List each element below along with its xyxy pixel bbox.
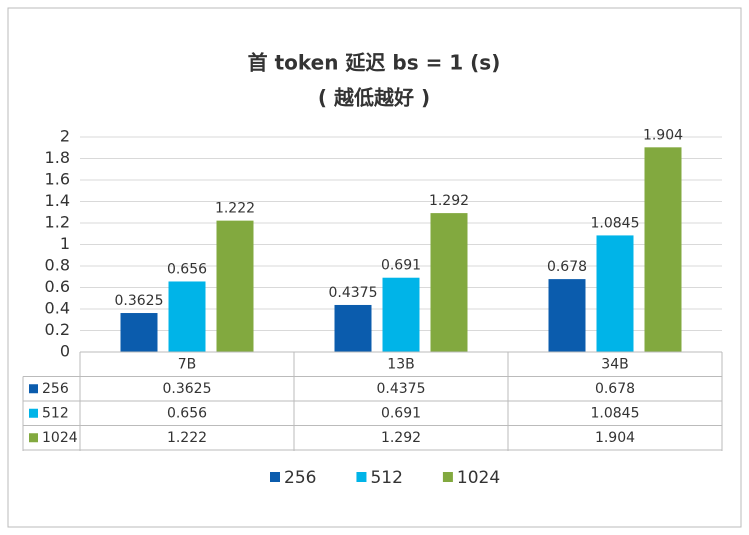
y-tick-label: 2 [60, 127, 70, 146]
table-cell: 0.4375 [377, 381, 426, 397]
value-label: 1.904 [643, 127, 683, 143]
y-tick-label: 1.8 [45, 148, 70, 167]
value-label: 1.292 [429, 193, 469, 209]
legend-label: 256 [284, 468, 316, 488]
y-tick-label: 0.6 [45, 277, 70, 296]
table-cell: 0.656 [167, 405, 207, 421]
table-cell: 0.678 [595, 381, 635, 397]
value-label: 0.678 [547, 259, 587, 275]
table-cell: 0.3625 [163, 381, 212, 397]
table-cell: 1.222 [167, 430, 207, 446]
table-series-name: 256 [42, 381, 69, 397]
table-legend-swatch [29, 384, 38, 394]
bar [382, 277, 420, 352]
bar [548, 279, 586, 352]
value-label: 1.0845 [591, 215, 640, 231]
y-tick-label: 0.8 [45, 256, 70, 275]
y-tick-label: 0.4 [45, 299, 70, 318]
bar [168, 281, 206, 352]
value-label: 0.3625 [115, 293, 164, 309]
bar [216, 220, 254, 352]
table-cell: 0.691 [381, 405, 421, 421]
bar [334, 304, 372, 352]
legend-label: 512 [370, 468, 402, 488]
table-cell: 1.0845 [591, 405, 640, 421]
bar [644, 147, 682, 352]
x-tick-label: 34B [601, 356, 628, 372]
y-tick-label: 0.2 [45, 320, 70, 339]
table-cell: 1.292 [381, 430, 421, 446]
y-tick-label: 1 [60, 234, 70, 253]
value-label: 0.4375 [329, 285, 378, 301]
value-label: 1.222 [215, 201, 255, 217]
bar [430, 213, 468, 352]
table-series-name: 512 [42, 405, 69, 421]
table-series-name: 1024 [42, 430, 78, 446]
y-tick-label: 1.6 [45, 170, 70, 189]
y-tick-label: 1.4 [45, 191, 70, 210]
table-legend-swatch [29, 408, 38, 418]
x-tick-label: 13B [387, 356, 414, 372]
legend-swatch [442, 472, 453, 482]
x-tick-label: 7B [178, 356, 197, 372]
y-tick-label: 1.2 [45, 213, 70, 232]
bar [596, 235, 634, 352]
table-cell: 1.904 [595, 430, 635, 446]
bar [120, 313, 158, 352]
legend-label: 1024 [457, 468, 500, 488]
legend-swatch [356, 472, 367, 482]
legend-swatch [270, 472, 280, 482]
table-legend-swatch [29, 433, 38, 443]
chart-title: 首 token 延迟 bs = 1 (s) [248, 51, 501, 75]
chart-subtitle: ( 越低越好 ) [318, 86, 430, 110]
value-label: 0.656 [167, 261, 207, 277]
y-tick-label: 0 [60, 342, 70, 361]
value-label: 0.691 [381, 258, 421, 274]
